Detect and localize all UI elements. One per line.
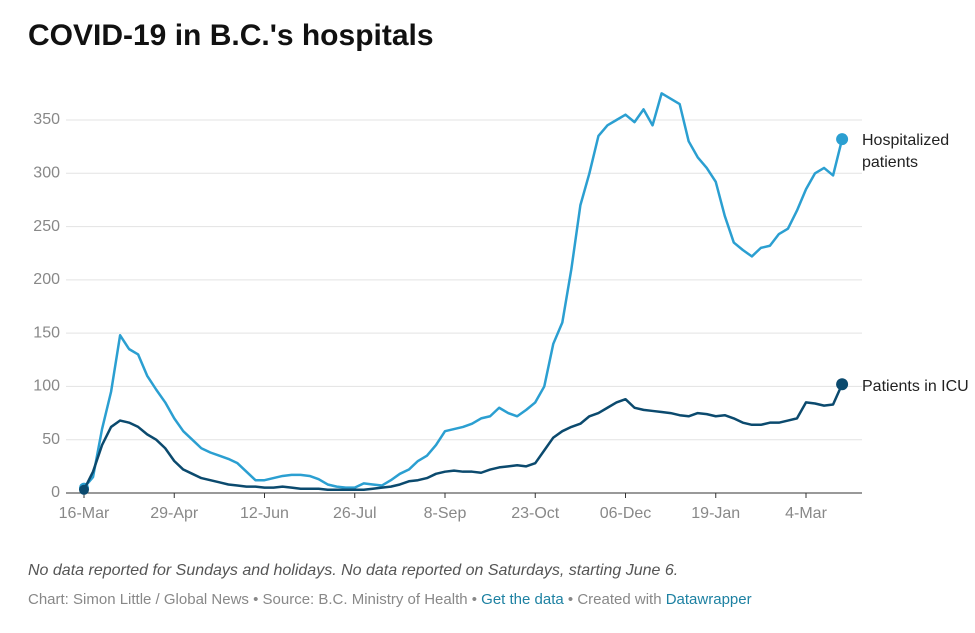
series-label: Hospitalized patients: [862, 132, 950, 171]
start-dot: [79, 484, 89, 495]
credit: Chart: Simon Little / Global News • Sour…: [28, 591, 477, 608]
y-tick-label: 150: [33, 324, 60, 341]
source: Chart: Simon Little / Global News • Sour…: [28, 591, 752, 608]
x-tick-label: 26-Jul: [333, 505, 377, 522]
y-tick-label: 200: [33, 271, 60, 288]
chart-title: COVID-19 in B.C.'s hospitals: [28, 19, 434, 52]
series-label: Patients in ICU: [862, 378, 969, 395]
x-tick-label: 16-Mar: [59, 505, 110, 522]
y-tick-label: 300: [33, 165, 60, 182]
y-tick-label: 50: [42, 431, 60, 448]
y-tick-label: 0: [51, 484, 60, 501]
end-dot: [836, 133, 849, 146]
created: • Created with: [567, 591, 662, 608]
tool-link[interactable]: Datawrapper: [665, 591, 752, 608]
x-tick-label: 23-Oct: [511, 505, 560, 522]
x-tick-label: 19-Jan: [691, 505, 740, 522]
y-tick-label: 350: [33, 111, 60, 128]
series-line: [83, 92, 844, 489]
y-tick-label: 250: [33, 218, 60, 235]
note: No data reported for Sundays and holiday…: [28, 562, 679, 579]
x-tick-label: 29-Apr: [150, 505, 199, 522]
x-tick-label: 4-Mar: [785, 505, 827, 522]
x-tick-label: 12-Jun: [240, 505, 289, 522]
series-line: [82, 383, 844, 492]
x-tick-label: 06-Dec: [600, 505, 652, 522]
end-dot: [836, 378, 849, 391]
y-tick-label: 100: [33, 378, 60, 395]
x-tick-label: 8-Sep: [424, 505, 467, 522]
data-link[interactable]: Get the data: [481, 591, 564, 608]
